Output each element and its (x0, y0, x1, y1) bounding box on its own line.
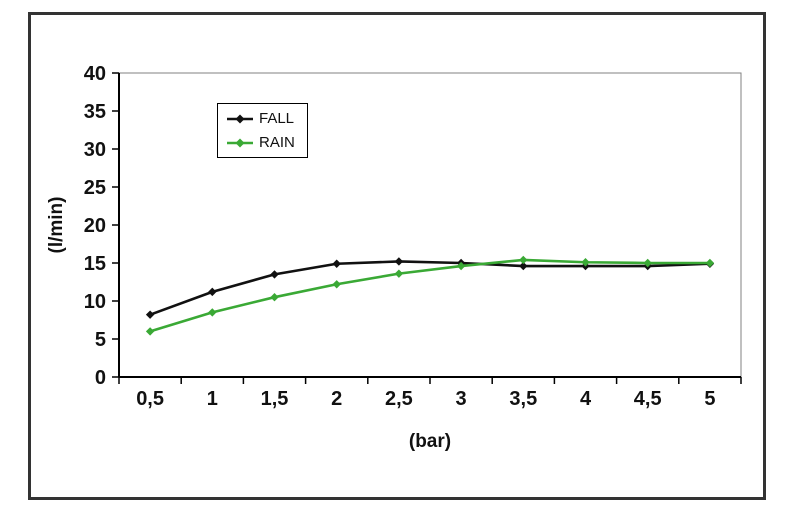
x-axis-title: (bar) (408, 431, 452, 452)
legend-label-fall: FALL (259, 110, 295, 127)
svg-text:40: 40 (84, 63, 106, 85)
legend-item-fall: FALL (226, 110, 295, 127)
svg-text:0,5: 0,5 (136, 388, 164, 410)
svg-text:3,5: 3,5 (509, 388, 537, 410)
svg-text:0: 0 (95, 367, 106, 389)
svg-text:20: 20 (84, 215, 106, 237)
svg-text:4: 4 (580, 388, 592, 410)
svg-text:5: 5 (95, 329, 106, 351)
svg-text:25: 25 (84, 177, 106, 199)
svg-text:4,5: 4,5 (634, 388, 662, 410)
fall-line-swatch-icon (226, 113, 254, 125)
y-axis-title: (l/min) (46, 196, 67, 254)
svg-text:30: 30 (84, 139, 106, 161)
svg-text:2: 2 (331, 388, 342, 410)
legend: FALL RAIN (217, 103, 308, 158)
rain-line-swatch-icon (226, 137, 254, 149)
svg-text:2,5: 2,5 (385, 388, 413, 410)
svg-text:1,5: 1,5 (261, 388, 289, 410)
svg-text:5: 5 (704, 388, 715, 410)
svg-text:15: 15 (84, 253, 106, 275)
chart-frame: 0 5 10 15 20 25 30 35 40 0,5 1 1,5 2 2,5 3 3,5 4 4,5 5 FAL… (28, 12, 766, 500)
svg-text:10: 10 (84, 291, 106, 313)
svg-text:1: 1 (207, 388, 218, 410)
svg-text:3: 3 (456, 388, 467, 410)
legend-label-rain: RAIN (259, 134, 295, 151)
legend-item-rain: RAIN (226, 134, 295, 151)
chart-plot-svg: 0 5 10 15 20 25 30 35 40 0,5 1 1,5 2 2,5 3 3,5 4 4,5 5 (84, 63, 742, 410)
svg-text:35: 35 (84, 101, 106, 123)
